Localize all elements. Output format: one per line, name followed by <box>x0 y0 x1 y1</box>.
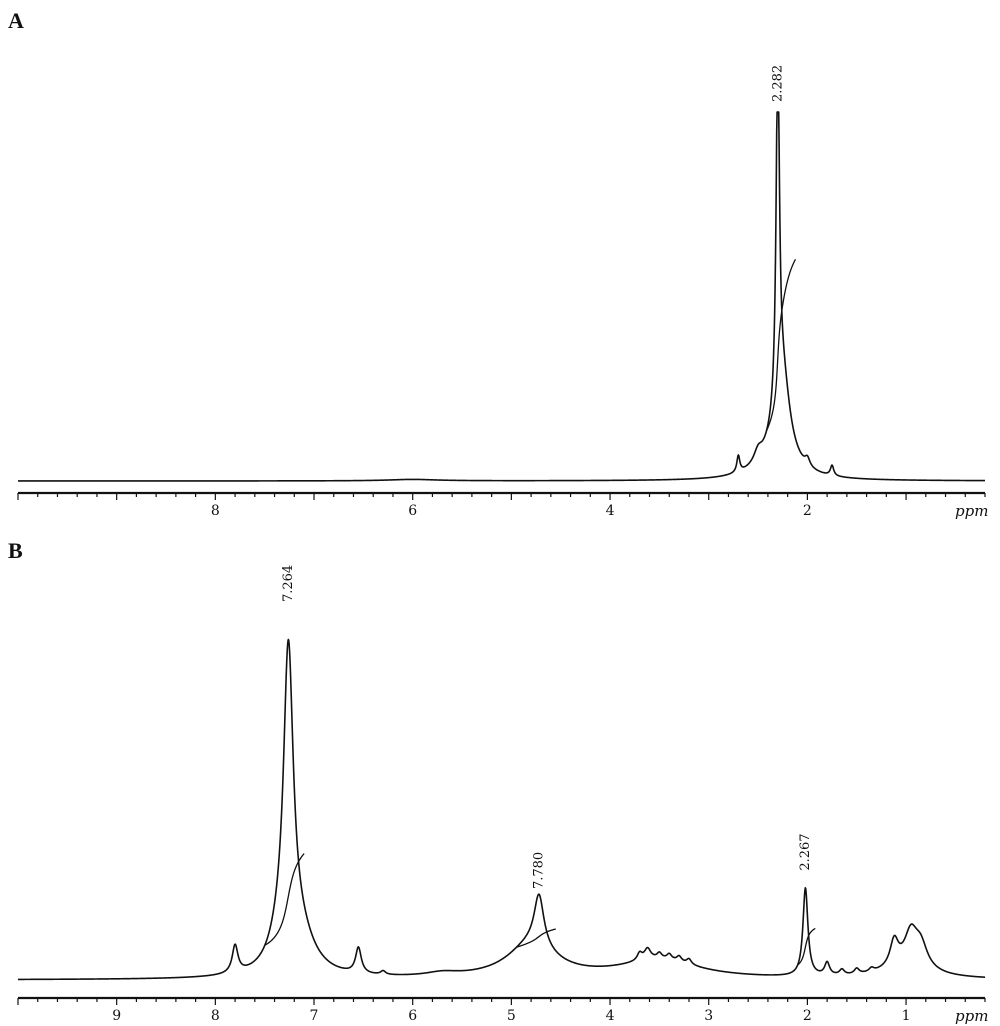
panel-a-trace-group <box>17 111 986 482</box>
panel-b-trace-group <box>17 638 986 981</box>
spectrum-trace <box>17 638 986 981</box>
x-tick-label: 5 <box>507 1008 516 1024</box>
peak-label: 2.282 <box>770 65 785 102</box>
panel-b-label: B <box>8 538 23 563</box>
x-tick-label: 6 <box>408 503 417 519</box>
x-tick-label: 8 <box>211 503 220 519</box>
peak-label: 7.264 <box>281 565 296 602</box>
integral-curve <box>516 928 556 948</box>
x-tick-label: 3 <box>704 1008 713 1024</box>
x-tick-label: 8 <box>211 1008 220 1024</box>
panel-a-integrals <box>765 258 797 433</box>
peak-label: 2.267 <box>798 833 813 870</box>
integral-curve <box>765 258 797 433</box>
panel-b-unit-label: ppm <box>955 1007 988 1025</box>
panel-a-spectrum: A 8 6 4 2 2.282 ppm <box>8 8 988 520</box>
panel-a-x-axis: 8 6 4 2 <box>17 491 986 519</box>
panel-a-peak-labels: 2.282 <box>770 65 785 102</box>
x-tick-label: 9 <box>112 1008 121 1024</box>
x-tick-label: 6 <box>408 1008 417 1024</box>
panel-b-spectrum: B 9 8 7 6 5 4 3 2 1 7.264 7.780 2.267 ppm <box>8 538 988 1025</box>
x-tick-label: 1 <box>902 1008 911 1024</box>
integral-curve <box>264 853 305 946</box>
spectrum-trace <box>17 111 986 482</box>
panel-a-label: A <box>8 8 24 33</box>
x-tick-label: 4 <box>606 503 615 519</box>
panel-b-integrals <box>264 853 816 966</box>
peak-label: 7.780 <box>532 852 547 889</box>
panel-b-x-axis: 9 8 7 6 5 4 3 2 1 <box>17 996 986 1024</box>
x-tick-label: 2 <box>803 503 812 519</box>
integral-curve <box>797 927 816 966</box>
panel-a-unit-label: ppm <box>955 502 988 520</box>
panel-b-peak-labels: 7.264 7.780 2.267 <box>281 565 813 889</box>
x-tick-label: 2 <box>803 1008 812 1024</box>
x-tick-label: 7 <box>310 1008 319 1024</box>
x-tick-label: 4 <box>606 1008 615 1024</box>
